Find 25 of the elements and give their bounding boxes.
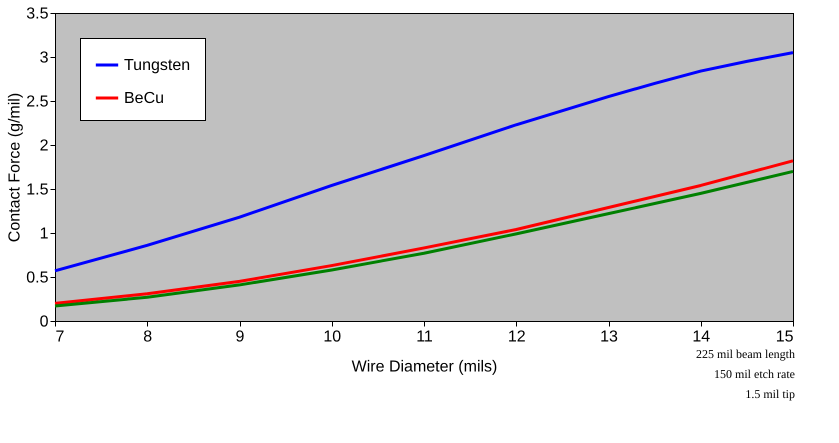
text: 1.5 mil tip [745,387,795,401]
text: 225 mil beam length [696,347,795,361]
y-tick-label: 3 [40,50,49,66]
x-tick-label: 13 [600,328,618,346]
x-tick-label: 7 [56,328,64,346]
x-tick-label: 15 [776,328,794,346]
legend-label: BeCu [124,90,164,107]
x-axis-title: Wire Diameter (mils) [352,358,498,376]
x-tick-label: 14 [692,328,710,346]
legend-label: Tungsten [124,57,190,74]
y-axis-title: Contact Force (g/mil) [6,92,24,242]
x-tick-label: 11 [416,328,433,346]
y-tick-label: 2 [40,138,49,154]
x-tick-label: 8 [143,328,152,346]
y-tick-label: 2.5 [26,94,49,110]
x-tick-label: 9 [236,328,245,346]
y-tick-label: 3.5 [26,6,49,22]
line-series [54,51,794,272]
x-tick-label: 10 [323,328,342,346]
y-tick-label: 1.5 [26,182,49,198]
x-tick-label: 12 [508,328,526,346]
y-tick-label: 1 [40,226,49,242]
y-tick-label: 0.5 [26,270,49,286]
y-tick-label: 0 [40,314,49,330]
text: 150 mil etch rate [714,367,795,381]
